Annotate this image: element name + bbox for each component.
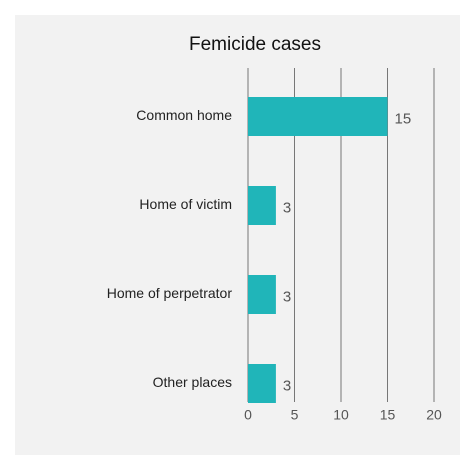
value-label: 3	[283, 199, 291, 216]
bar	[248, 186, 276, 225]
x-tick-label: 20	[426, 407, 442, 423]
y-tick-label: Other places	[153, 374, 232, 390]
x-tick-label: 10	[333, 407, 349, 423]
bar	[248, 364, 276, 403]
chart-background	[15, 15, 460, 455]
x-tick-label: 5	[291, 407, 299, 423]
x-tick-label: 15	[380, 407, 396, 423]
value-label: 3	[283, 288, 291, 305]
bar	[248, 275, 276, 314]
value-label: 15	[395, 110, 412, 127]
bar	[248, 97, 388, 136]
chart-title: Femicide cases	[189, 34, 321, 55]
y-tick-label: Home of perpetrator	[107, 285, 233, 301]
value-label: 3	[283, 377, 291, 394]
y-tick-label: Home of victim	[139, 196, 232, 212]
x-tick-label: 0	[244, 407, 252, 423]
y-tick-label: Common home	[136, 107, 232, 123]
